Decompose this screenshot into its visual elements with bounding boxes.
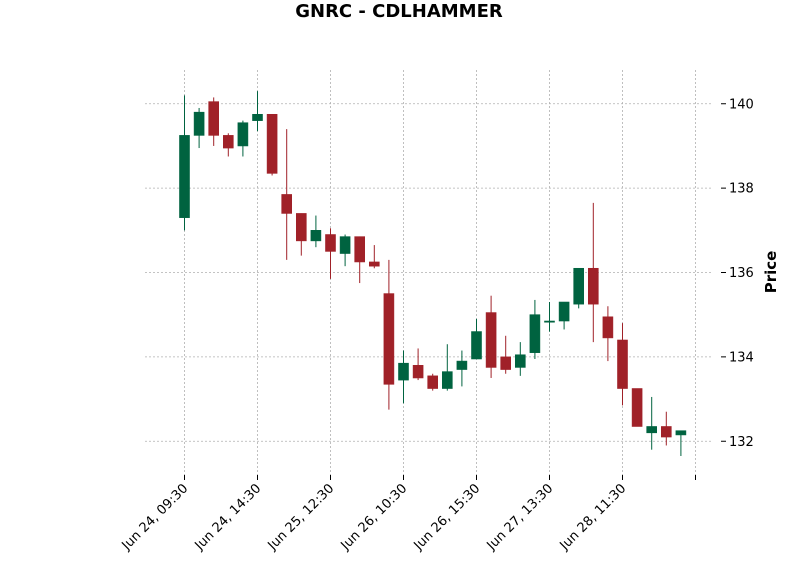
- candle-down: [208, 97, 219, 146]
- candle-body: [660, 426, 672, 438]
- x-axis: Jun 24, 09:30 Jun 24, 14:30 Jun 25, 12:30 J…: [119, 475, 696, 554]
- candle-down: [325, 228, 336, 279]
- candle-up: [339, 234, 351, 267]
- candle-body: [281, 194, 293, 214]
- candle-body: [602, 316, 614, 339]
- candles: [179, 91, 687, 457]
- candle-body: [631, 388, 643, 427]
- candle-body: [223, 135, 234, 149]
- candle-body: [558, 301, 570, 322]
- candle-body: [398, 362, 409, 381]
- y-tick-label: 136: [729, 266, 754, 281]
- chart-title: GNRC - CDLHAMMER: [295, 1, 503, 22]
- candle-up: [441, 344, 453, 391]
- candle-down: [631, 388, 643, 427]
- candle-up: [573, 267, 585, 309]
- y-tick-label: 138: [729, 182, 754, 197]
- candle-up: [310, 215, 322, 248]
- candle-body: [266, 113, 278, 174]
- x-tick-label: Jun 26, 15:30: [411, 481, 484, 554]
- candle-body: [295, 213, 307, 242]
- candle-body: [310, 230, 322, 242]
- candle-up: [398, 350, 409, 404]
- candle-body: [237, 122, 249, 147]
- candle-body: [441, 371, 453, 389]
- candle-up: [514, 342, 526, 376]
- candle-body: [544, 320, 555, 323]
- candle-body: [485, 312, 497, 368]
- candle-body: [325, 234, 336, 252]
- candle-down: [427, 373, 439, 391]
- candle-down: [295, 213, 307, 256]
- candle-down: [412, 348, 424, 381]
- candle-body: [573, 267, 585, 305]
- candle-up: [558, 301, 570, 330]
- candle-down: [602, 306, 614, 362]
- candle-body: [208, 101, 219, 136]
- candle-up: [544, 302, 555, 332]
- candle-up: [193, 107, 205, 149]
- candle-body: [339, 236, 351, 254]
- candle-down: [354, 236, 366, 284]
- y-axis: 132 134 136 138 140: [721, 97, 754, 450]
- y-tick-label: 134: [729, 350, 754, 365]
- candle-body: [368, 261, 380, 267]
- candle-down: [266, 113, 278, 176]
- candle-down: [223, 133, 234, 157]
- x-tick-label: Jun 24, 09:30: [119, 481, 192, 554]
- candle-up: [237, 120, 249, 157]
- candle-body: [617, 339, 628, 389]
- candle-body: [427, 375, 439, 389]
- candle-body: [179, 135, 190, 218]
- candle-up: [252, 91, 263, 132]
- candle-body: [383, 293, 395, 385]
- candle-body: [646, 426, 658, 434]
- candle-body: [456, 360, 468, 370]
- candle-up: [529, 299, 541, 359]
- x-tick-label: Jun 27, 13:30: [484, 481, 557, 554]
- candle-up: [179, 95, 190, 231]
- candle-down: [617, 323, 628, 406]
- candle-body: [500, 356, 512, 370]
- candle-up: [646, 396, 658, 450]
- candle-body: [514, 354, 526, 368]
- x-tick-label: Jun 24, 14:30: [192, 481, 265, 554]
- candle-down: [368, 245, 380, 269]
- candle-body: [412, 365, 424, 379]
- x-tick-label: Jun 28, 11:30: [557, 481, 630, 554]
- candle-body: [193, 111, 205, 136]
- x-tick-label: Jun 25, 12:30: [265, 481, 338, 554]
- candle-body: [587, 267, 599, 305]
- candle-down: [485, 295, 497, 378]
- candle-down: [281, 129, 293, 260]
- y-tick-label: 132: [729, 435, 754, 450]
- grid: [145, 70, 713, 475]
- candle-body: [252, 113, 263, 121]
- candle-down: [660, 411, 672, 446]
- candle-up: [471, 318, 482, 360]
- candle-down: [500, 335, 512, 374]
- candle-body: [354, 236, 366, 263]
- candle-down: [383, 259, 395, 410]
- y-axis-label: Price: [762, 251, 780, 294]
- candle-body: [675, 430, 687, 436]
- y-tick-label: 140: [729, 97, 754, 112]
- candle-body: [471, 331, 482, 360]
- candle-up: [456, 350, 468, 387]
- candle-body: [529, 314, 541, 353]
- candle-up: [675, 430, 687, 457]
- x-tick-label: Jun 26, 10:30: [338, 481, 411, 554]
- candle-down: [587, 202, 599, 343]
